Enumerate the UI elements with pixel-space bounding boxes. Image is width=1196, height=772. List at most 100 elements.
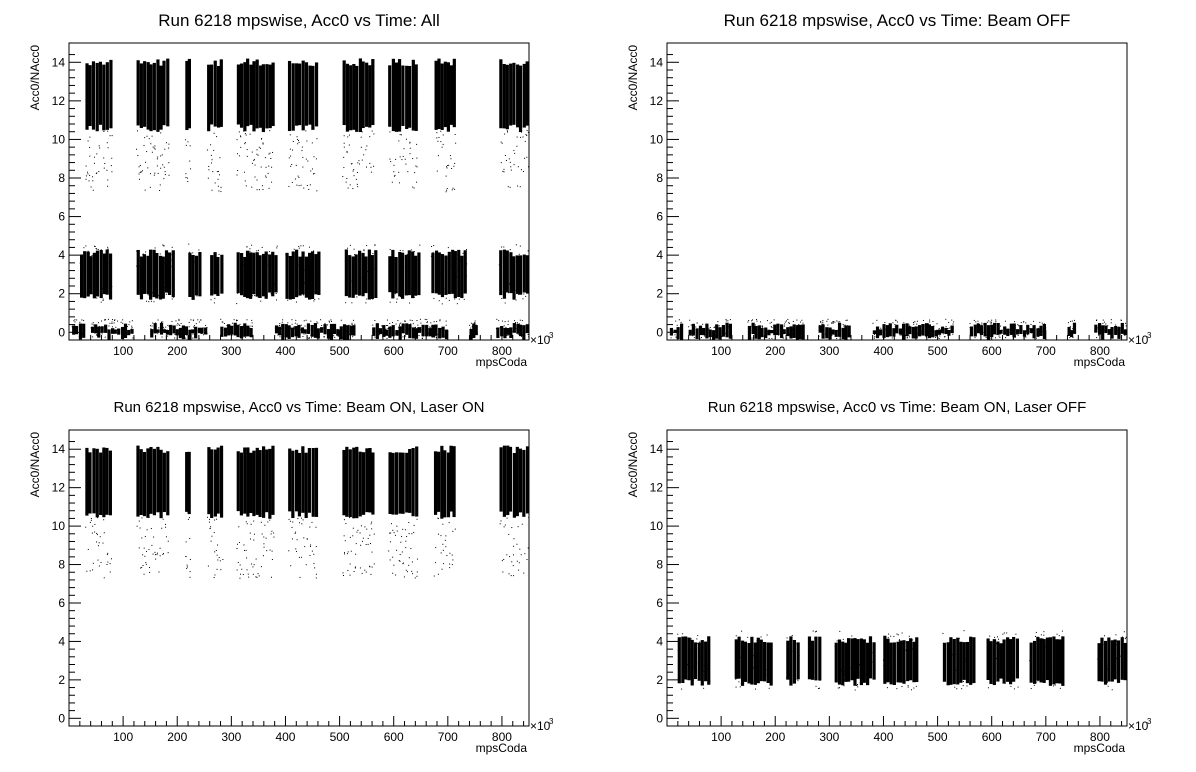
data-point	[510, 327, 512, 329]
data-point	[1014, 333, 1016, 335]
data-point	[507, 324, 509, 326]
data-point	[413, 531, 415, 533]
data-point	[120, 321, 122, 323]
data-point	[382, 325, 386, 337]
data-point	[103, 157, 105, 159]
data-point	[257, 154, 259, 156]
y-tick-label: 4	[58, 634, 65, 648]
data-point	[765, 674, 767, 676]
data-point	[149, 571, 151, 573]
data-point	[407, 171, 409, 173]
data-point	[503, 246, 505, 248]
plot-frame	[666, 429, 1128, 727]
data-point	[856, 639, 860, 679]
data-point	[454, 162, 456, 164]
data-point	[253, 539, 255, 541]
data-point	[1042, 323, 1047, 339]
data-point	[305, 333, 307, 335]
data-point	[83, 247, 85, 249]
x-tick-label: 800	[492, 730, 512, 744]
data-point	[771, 671, 773, 673]
data-point	[408, 65, 412, 128]
data-point	[144, 137, 146, 139]
data-point	[1071, 320, 1073, 322]
data-point	[307, 448, 311, 513]
data-point	[771, 321, 773, 323]
data-point	[155, 265, 157, 267]
data-point	[127, 329, 131, 336]
data-point	[297, 329, 299, 331]
data-point	[862, 667, 864, 669]
data-point	[821, 323, 823, 325]
data-point	[708, 329, 712, 338]
data-point	[1017, 334, 1019, 336]
data-point	[827, 324, 829, 326]
data-point	[143, 547, 145, 549]
data-point	[721, 336, 723, 338]
data-point	[523, 276, 525, 278]
data-point	[266, 264, 268, 266]
data-point	[953, 321, 955, 323]
data-point	[181, 332, 183, 334]
data-point	[758, 667, 760, 669]
data-point	[376, 332, 378, 334]
data-point	[757, 646, 759, 648]
data-point	[156, 329, 160, 333]
data-point	[261, 246, 263, 248]
data-point	[750, 325, 752, 327]
data-point	[947, 328, 949, 330]
data-point	[452, 267, 454, 269]
data-point	[268, 285, 270, 287]
data-point	[889, 658, 891, 660]
data-point	[155, 558, 157, 560]
data-point	[343, 135, 345, 137]
data-point	[346, 285, 348, 287]
data-point	[441, 303, 443, 305]
data-point	[215, 260, 217, 262]
data-point	[440, 552, 442, 554]
data-point	[473, 322, 475, 324]
data-point	[406, 253, 408, 255]
data-point	[109, 135, 111, 137]
data-point	[312, 173, 314, 175]
data-point	[367, 249, 371, 300]
data-point	[438, 327, 442, 339]
data-point	[192, 337, 194, 339]
data-point	[1003, 632, 1005, 634]
data-point	[92, 569, 94, 571]
data-point	[1029, 660, 1031, 662]
data-point	[285, 291, 287, 293]
data-point	[830, 334, 832, 336]
data-point	[445, 535, 447, 537]
x-tick-label: 600	[384, 344, 404, 358]
data-point	[216, 65, 221, 128]
data-point	[253, 284, 255, 286]
data-point	[185, 541, 187, 543]
data-point	[323, 324, 327, 335]
data-point	[465, 249, 467, 251]
data-point	[341, 337, 343, 339]
data-point	[751, 322, 755, 335]
data-point	[287, 299, 289, 301]
data-point	[315, 526, 317, 528]
data-point	[313, 300, 315, 302]
data-point	[258, 450, 262, 518]
data-point	[503, 526, 505, 528]
data-point	[336, 329, 340, 336]
data-point	[916, 648, 918, 650]
data-point	[301, 517, 303, 519]
data-point	[1115, 634, 1117, 636]
data-point	[760, 321, 762, 323]
data-point	[163, 329, 167, 333]
data-point	[983, 331, 985, 333]
data-point	[281, 321, 283, 323]
data-point	[94, 328, 96, 330]
data-point	[262, 188, 264, 190]
data-point	[249, 250, 251, 252]
data-point	[522, 327, 524, 329]
data-point	[411, 447, 415, 517]
data-point	[389, 290, 391, 292]
data-point	[526, 277, 528, 279]
data-point	[502, 64, 506, 129]
x-multiplier-exponent: 3	[1147, 717, 1152, 726]
